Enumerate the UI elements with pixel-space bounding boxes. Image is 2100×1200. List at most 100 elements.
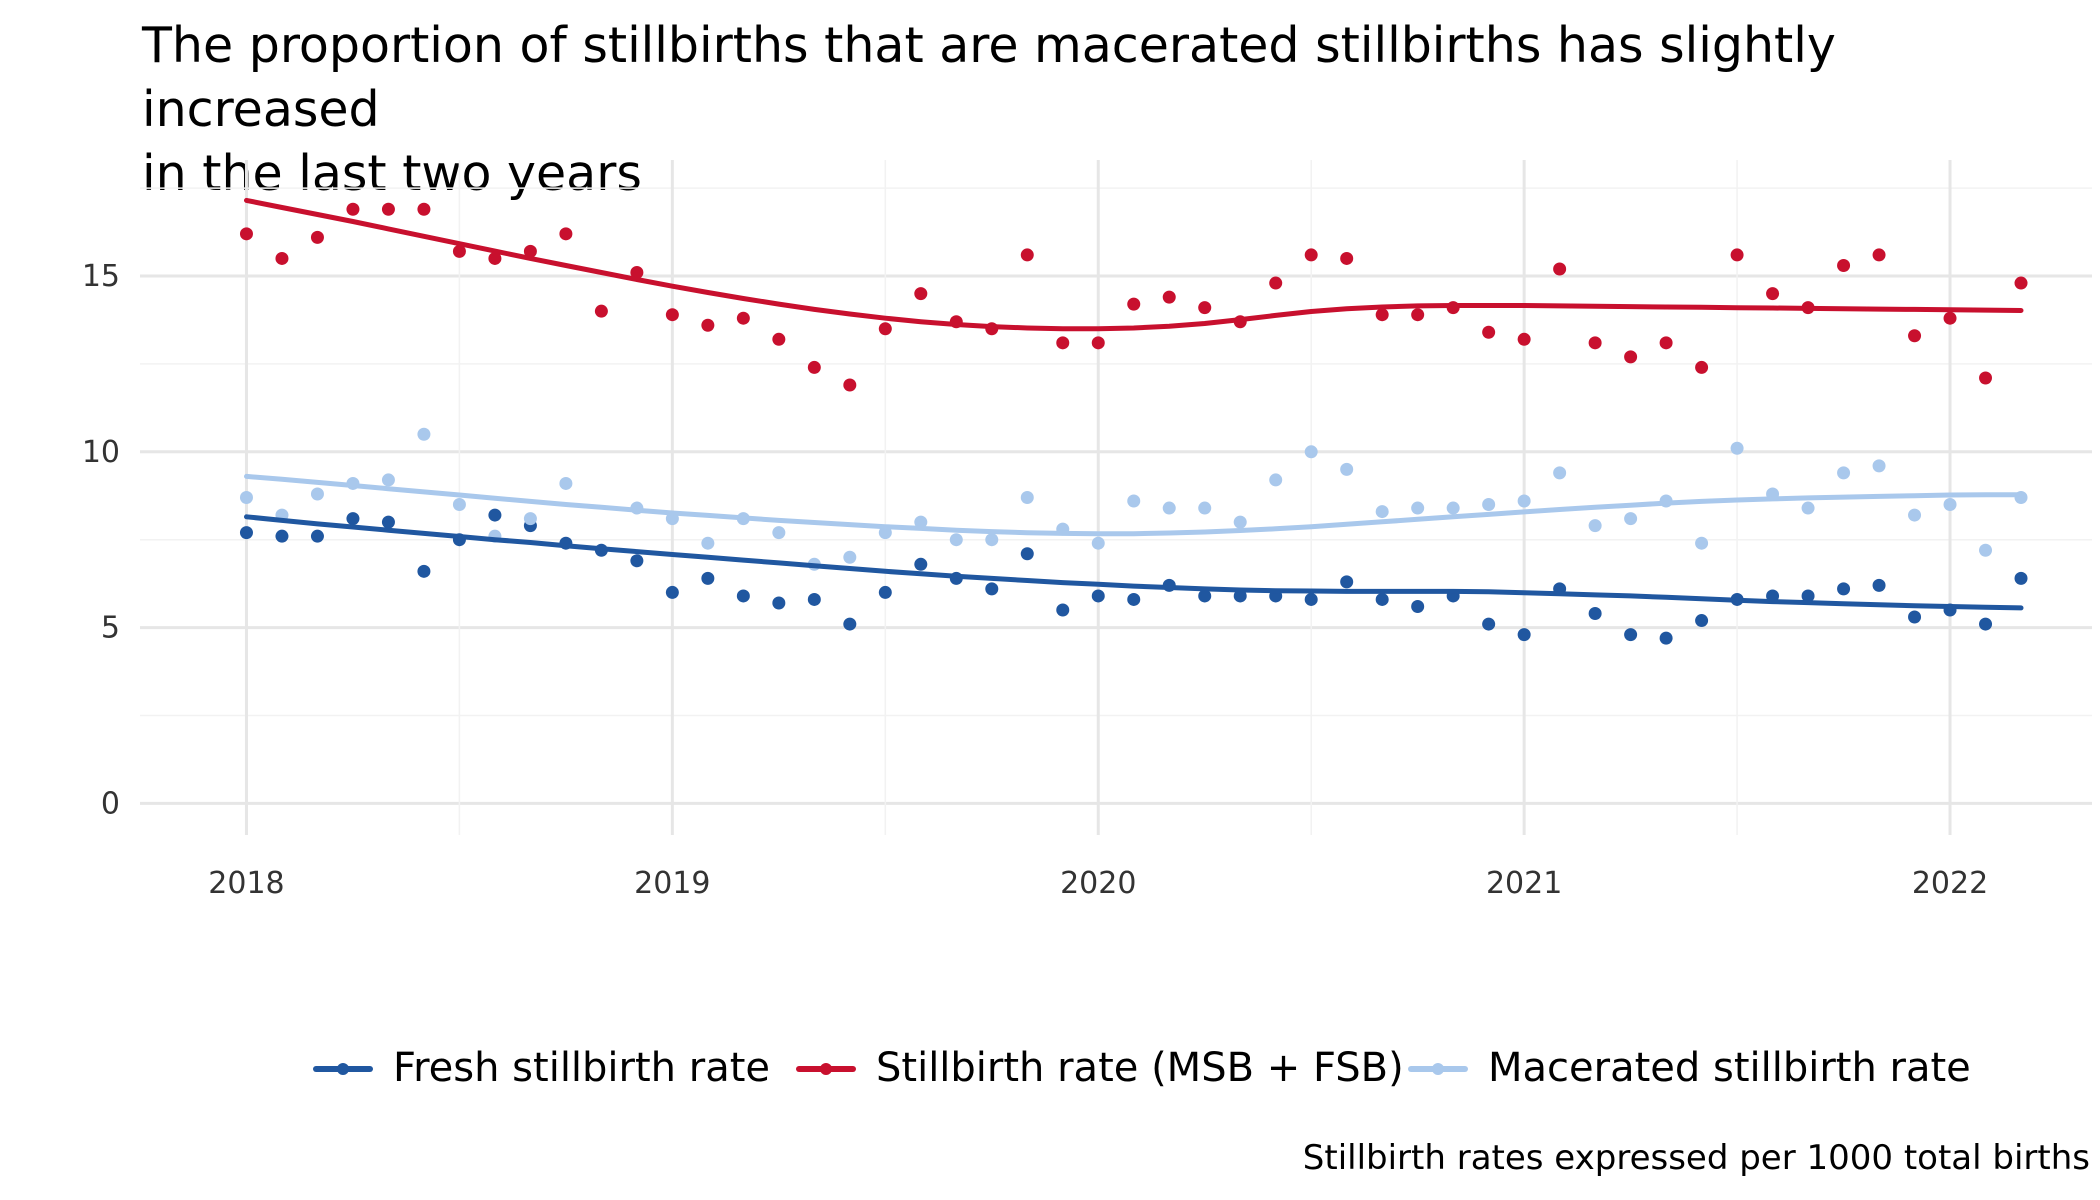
data-point: [559, 476, 573, 490]
data-point: [1304, 248, 1318, 262]
data-point: [772, 596, 786, 610]
data-point: [701, 318, 715, 332]
data-point: [239, 491, 253, 504]
data-point: [1588, 336, 1602, 350]
data-point: [1517, 494, 1531, 508]
data-point: [1979, 371, 1993, 385]
data-point: [878, 585, 892, 599]
data-point: [701, 571, 715, 585]
data-point: [381, 473, 395, 487]
data-point: [1304, 592, 1318, 606]
data-point: [1233, 515, 1247, 529]
chart-title: The proportion of stillbirths that are m…: [142, 14, 2072, 206]
data-point: [630, 266, 644, 279]
data-point: [239, 227, 253, 241]
data-point: [665, 308, 679, 322]
data-point: [417, 564, 431, 578]
y-tick-label: 0: [101, 786, 120, 821]
data-point: [488, 251, 502, 265]
y-tick-label: 5: [101, 611, 120, 646]
data-point: [275, 251, 289, 265]
data-point: [949, 533, 963, 547]
data-point: [1198, 301, 1212, 315]
x-tick-label: 2018: [208, 866, 284, 901]
y-tick-label: 15: [82, 259, 120, 294]
data-point: [1020, 547, 1034, 561]
series-trend-line-2: [244, 473, 2024, 537]
series-points-1: [239, 202, 2028, 392]
data-point: [1233, 589, 1247, 603]
x-tick-label: 2021: [1486, 866, 1562, 901]
data-point: [1304, 445, 1318, 459]
data-point: [665, 585, 679, 599]
legend-item-macerated: Macerated stillbirth rate: [1408, 1038, 1971, 1098]
series-points-0: [239, 508, 2028, 645]
data-point: [1340, 462, 1354, 476]
data-point: [1446, 501, 1460, 515]
data-point: [630, 554, 644, 568]
data-point: [736, 589, 750, 603]
data-point: [914, 557, 928, 571]
data-point: [346, 512, 360, 526]
data-point: [985, 533, 999, 547]
data-point: [1979, 617, 1993, 631]
data-point: [1127, 297, 1141, 311]
data-point: [1517, 628, 1531, 642]
y-tick-label: 10: [82, 435, 120, 470]
data-point: [1588, 607, 1602, 621]
data-point: [1801, 501, 1815, 515]
data-point: [1943, 498, 1957, 512]
data-point: [1624, 628, 1638, 642]
data-point: [807, 592, 821, 606]
data-point: [1127, 592, 1141, 606]
data-point: [559, 227, 573, 241]
chart-title-line-2: in the last two years: [142, 145, 642, 202]
data-point: [1056, 336, 1070, 350]
legend-key-fresh: [313, 1038, 373, 1098]
series-trend-line-1: [244, 197, 2024, 332]
chart-title-line-1: The proportion of stillbirths that are m…: [142, 17, 1836, 138]
data-point: [1943, 311, 1957, 325]
data-point: [1091, 589, 1105, 603]
data-point: [1624, 350, 1638, 364]
data-point: [417, 202, 431, 216]
data-point: [772, 332, 786, 346]
legend-label-macerated: Macerated stillbirth rate: [1488, 1045, 1971, 1091]
data-point: [1624, 512, 1638, 526]
data-point: [452, 244, 466, 258]
data-point: [1375, 505, 1389, 519]
data-point: [488, 508, 502, 522]
legend-label-total: Stillbirth rate (MSB + FSB): [876, 1045, 1404, 1091]
data-point: [1588, 519, 1602, 533]
data-point: [1482, 498, 1496, 512]
data-point: [1872, 248, 1886, 262]
data-point: [381, 515, 395, 529]
data-point: [878, 322, 892, 336]
data-point: [1162, 501, 1176, 515]
data-point: [2014, 276, 2028, 290]
data-point: [1056, 603, 1070, 617]
x-tick-label: 2020: [1060, 866, 1136, 901]
data-point: [1411, 599, 1425, 613]
data-point: [1340, 575, 1354, 589]
data-point: [1837, 258, 1851, 272]
data-point: [807, 360, 821, 374]
data-point: [417, 427, 431, 441]
data-point: [1411, 308, 1425, 322]
data-point: [878, 526, 892, 540]
data-point: [1375, 592, 1389, 606]
data-point: [1517, 332, 1531, 346]
series-points-2: [239, 427, 2028, 571]
data-point: [1340, 251, 1354, 265]
series-layer: [239, 197, 2028, 645]
data-point: [736, 311, 750, 325]
data-point: [1482, 325, 1496, 339]
data-point: [275, 529, 289, 543]
x-tick-label: 2019: [634, 866, 710, 901]
data-point: [1375, 308, 1389, 322]
data-point: [843, 550, 857, 564]
data-point: [1269, 276, 1283, 290]
data-point: [772, 526, 786, 540]
data-point: [914, 515, 928, 529]
data-point: [1020, 491, 1034, 504]
